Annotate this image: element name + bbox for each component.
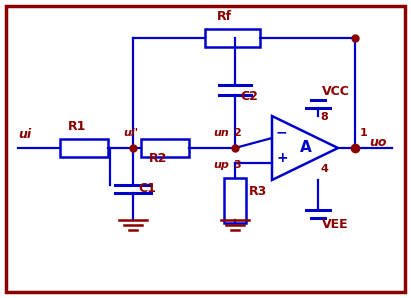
- Text: VCC: VCC: [322, 85, 350, 98]
- Text: ui': ui': [123, 128, 138, 138]
- Bar: [60, 139, 108, 157]
- Text: up: up: [213, 160, 229, 170]
- Text: VEE: VEE: [322, 218, 349, 231]
- Text: 3: 3: [233, 160, 240, 170]
- Text: ui: ui: [18, 128, 31, 141]
- Text: 8: 8: [320, 112, 328, 122]
- Text: 4: 4: [320, 164, 328, 174]
- Bar: [141, 139, 189, 157]
- Bar: [224, 178, 246, 223]
- Text: −: −: [276, 125, 288, 139]
- Text: C1: C1: [138, 182, 156, 195]
- Text: uo: uo: [369, 136, 386, 149]
- Text: 1: 1: [360, 128, 368, 138]
- Text: +: +: [276, 151, 288, 165]
- Text: R3: R3: [249, 185, 267, 198]
- Text: R1: R1: [68, 120, 86, 133]
- Text: R2: R2: [149, 152, 167, 165]
- Text: A: A: [300, 140, 312, 155]
- Text: 2: 2: [233, 128, 241, 138]
- Text: un: un: [213, 128, 229, 138]
- Text: Rf: Rf: [217, 10, 232, 23]
- Bar: [205, 29, 260, 47]
- Text: C2: C2: [240, 90, 258, 103]
